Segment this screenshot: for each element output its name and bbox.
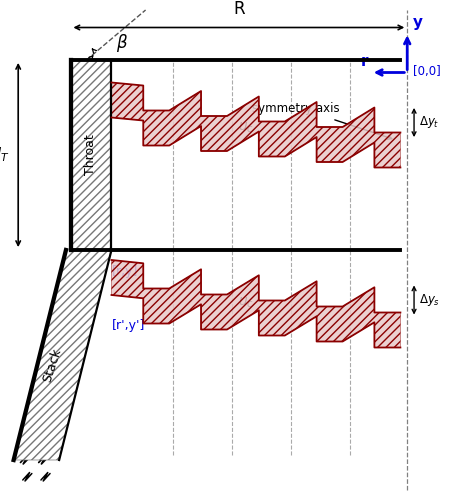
Polygon shape — [111, 82, 400, 168]
Text: [0,0]: [0,0] — [413, 64, 440, 78]
Polygon shape — [14, 250, 111, 460]
Text: y: y — [413, 15, 423, 30]
Polygon shape — [111, 260, 400, 348]
Text: Throat: Throat — [85, 134, 97, 175]
Text: $\beta$: $\beta$ — [116, 32, 128, 54]
Text: $H_T$: $H_T$ — [0, 146, 10, 165]
Text: $\Delta y_t$: $\Delta y_t$ — [419, 114, 439, 130]
Text: $u_c$: $u_c$ — [238, 120, 254, 134]
Text: Stack: Stack — [41, 346, 64, 384]
Text: $\Delta y_s$: $\Delta y_s$ — [419, 292, 440, 308]
Text: $u_c$: $u_c$ — [238, 296, 254, 310]
Polygon shape — [71, 60, 111, 250]
Text: R: R — [233, 0, 245, 18]
Text: [r',y']: [r',y'] — [111, 318, 145, 332]
Text: [r,y]: [r,y] — [111, 264, 138, 278]
Text: r: r — [361, 54, 369, 68]
Text: symmetry axis: symmetry axis — [252, 102, 339, 115]
